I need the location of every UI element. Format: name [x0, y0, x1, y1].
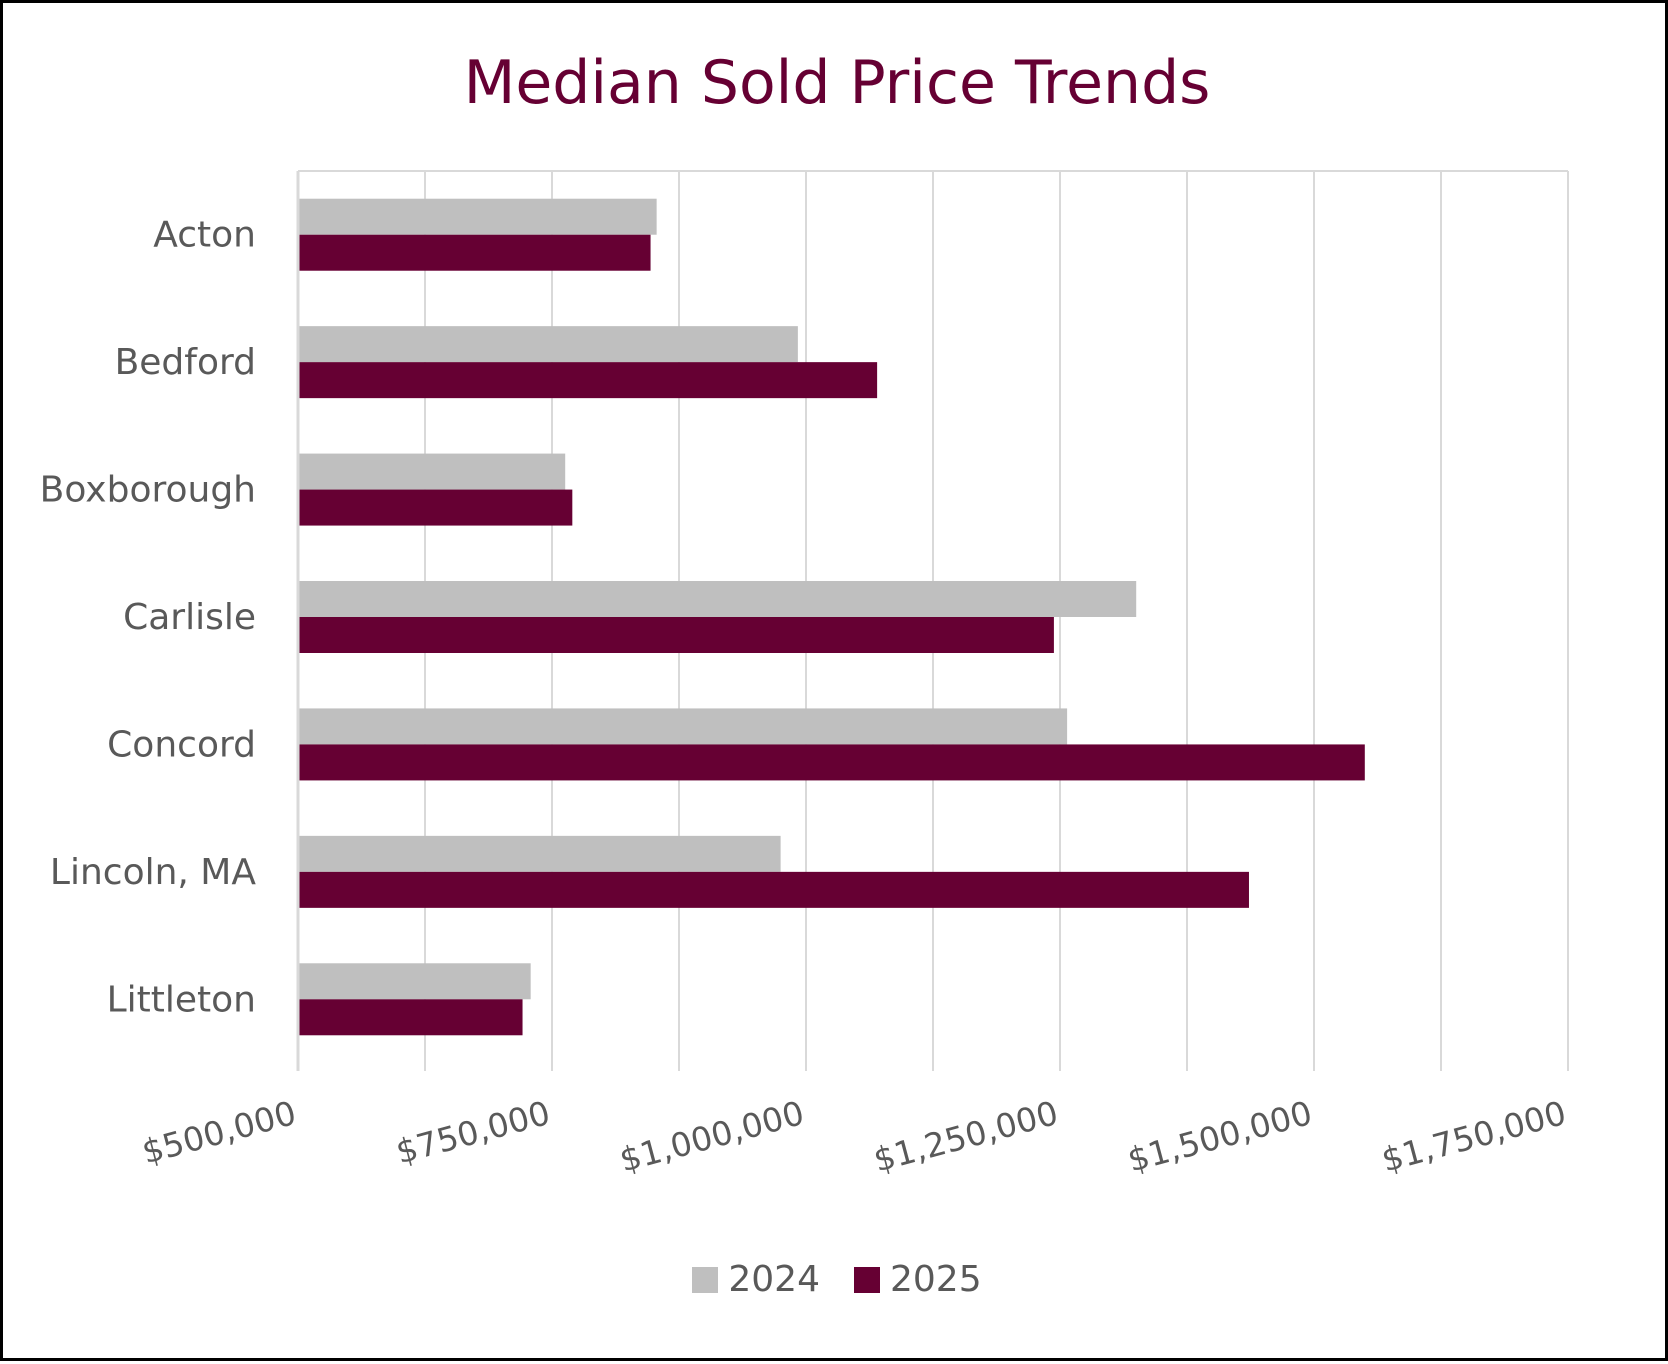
bar-2025-bedford	[298, 362, 878, 399]
plot-area: Acton Bedford Boxborough Carlisle Concord Lin…	[40, 170, 1570, 1180]
bar-2024-carlisle	[298, 581, 1137, 617]
x-tick-label-5: $1,750,000	[1377, 1093, 1570, 1180]
axis-labels: Acton Bedford Boxborough Carlisle Concord Lin…	[40, 215, 1570, 1180]
bar-2025-concord	[298, 744, 1365, 781]
category-label-littleton: Littleton	[107, 979, 256, 1020]
bar-2025-littleton	[298, 999, 523, 1036]
bar-2024-bedford	[298, 326, 798, 363]
legend-item-2024: 2024	[692, 1259, 820, 1300]
x-tick-label-2: $1,000,000	[615, 1093, 808, 1180]
bar-2024-littleton	[298, 963, 531, 1000]
category-label-carlisle: Carlisle	[123, 597, 256, 638]
bar-2025-boxborough	[298, 489, 573, 526]
legend-swatch-2025	[854, 1266, 880, 1293]
bar-2025-carlisle	[298, 617, 1054, 653]
category-label-concord: Concord	[107, 724, 256, 765]
bar-2024-boxborough	[298, 453, 566, 490]
bar-2025-acton	[298, 234, 651, 271]
chart-title: Median Sold Price Trends	[463, 48, 1211, 118]
bar-2025-lincoln-ma	[298, 871, 1249, 908]
legend-label-2024: 2024	[728, 1259, 820, 1300]
category-label-boxborough: Boxborough	[40, 470, 256, 511]
legend-swatch-2024	[692, 1266, 719, 1293]
bars	[298, 198, 1365, 1036]
x-tick-label-3: $1,250,000	[869, 1093, 1062, 1180]
category-label-acton: Acton	[153, 215, 256, 256]
legend-item-2025: 2025	[854, 1259, 982, 1300]
x-tick-label-4: $1,500,000	[1123, 1093, 1316, 1180]
x-tick-label-1: $750,000	[392, 1093, 554, 1171]
bar-2024-acton	[298, 198, 657, 235]
bar-2024-lincoln-ma	[298, 835, 781, 872]
legend: 2024 2025	[3, 1259, 1668, 1300]
category-label-lincoln-ma: Lincoln, MA	[50, 852, 256, 893]
x-tick-label-0: $500,000	[138, 1093, 300, 1171]
bar-2024-concord	[298, 708, 1068, 745]
axes	[296, 170, 1568, 1071]
category-label-bedford: Bedford	[115, 342, 256, 383]
legend-label-2025: 2025	[890, 1259, 982, 1300]
